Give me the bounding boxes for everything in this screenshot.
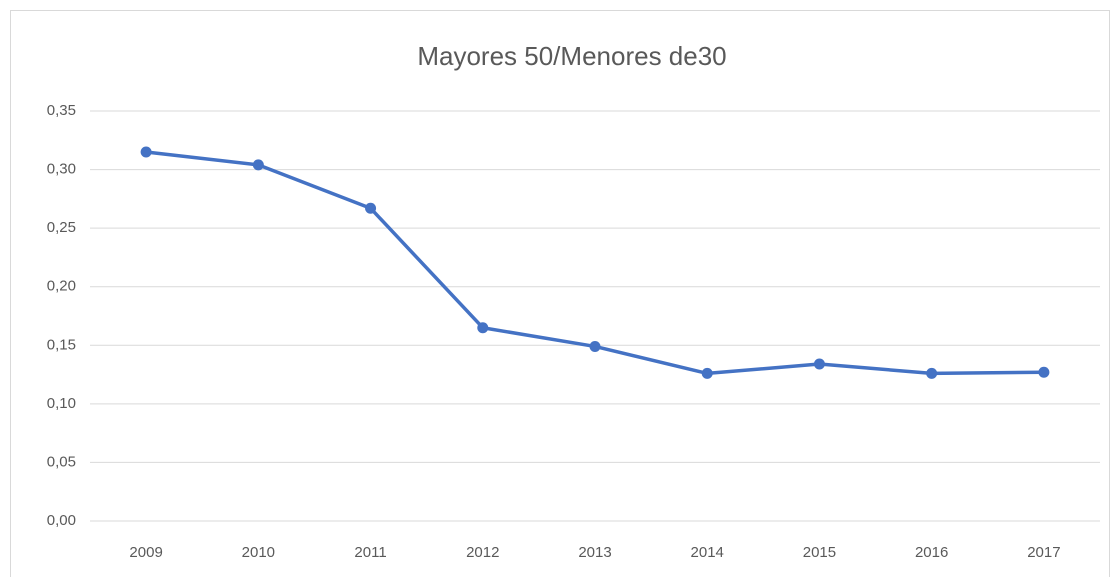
chart-border bbox=[10, 10, 1110, 581]
marker bbox=[477, 322, 489, 334]
marker bbox=[140, 146, 152, 158]
marker bbox=[813, 358, 825, 370]
marker bbox=[926, 367, 938, 379]
x-tick-label: 2012 bbox=[466, 544, 499, 561]
y-tick-label: 0,35 bbox=[47, 102, 76, 119]
x-tick-label: 2011 bbox=[354, 544, 386, 561]
y-tick-label: 0,30 bbox=[47, 161, 76, 178]
x-tick-label: 2010 bbox=[242, 544, 275, 561]
y-tick-label: 0,00 bbox=[47, 512, 76, 529]
x-tick-label: 2013 bbox=[578, 544, 611, 561]
x-tick-label: 2014 bbox=[691, 544, 724, 561]
marker bbox=[252, 159, 264, 171]
x-tick-label: 2015 bbox=[803, 544, 836, 561]
y-tick-label: 0,10 bbox=[47, 395, 76, 412]
x-tick-label: 2009 bbox=[129, 544, 162, 561]
y-tick-label: 0,05 bbox=[47, 453, 76, 470]
x-tick-label: 2016 bbox=[915, 544, 948, 561]
y-tick-label: 0,20 bbox=[47, 278, 76, 295]
marker bbox=[701, 367, 713, 379]
x-tick-label: 2017 bbox=[1027, 544, 1060, 561]
marker bbox=[1038, 366, 1050, 378]
marker bbox=[589, 340, 601, 352]
marker bbox=[365, 202, 377, 214]
chart-title: Mayores 50/Menores de30 bbox=[417, 41, 726, 71]
y-tick-label: 0,15 bbox=[47, 336, 76, 353]
y-tick-label: 0,25 bbox=[47, 219, 76, 236]
